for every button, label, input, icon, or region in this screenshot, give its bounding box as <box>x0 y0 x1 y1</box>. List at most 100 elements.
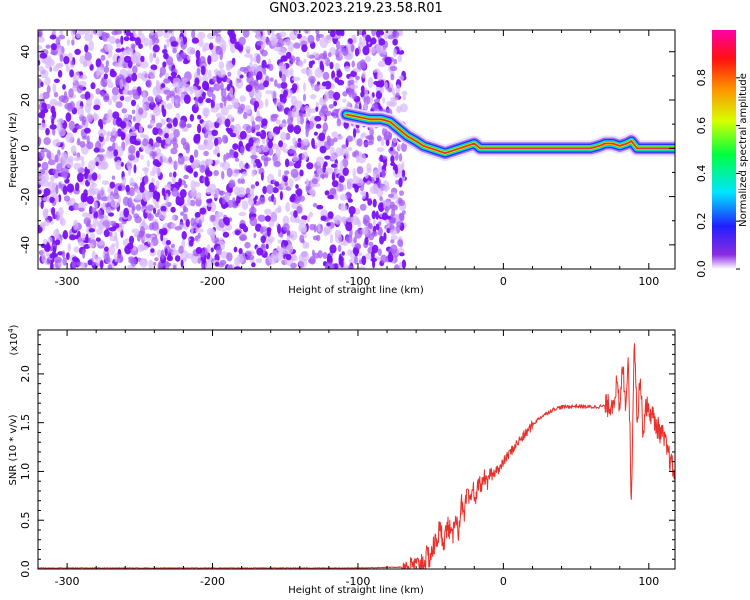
noise-blob <box>183 207 189 213</box>
noise-blob <box>91 250 96 261</box>
noise-blob <box>197 96 204 104</box>
noise-blob <box>97 129 107 137</box>
noise-blob <box>122 89 131 96</box>
noise-blob <box>113 149 119 157</box>
noise-blob <box>401 90 408 96</box>
noise-blob <box>282 89 288 98</box>
noise-blob <box>223 97 227 107</box>
noise-blob <box>153 261 157 266</box>
noise-blob <box>274 181 280 187</box>
noise-blob <box>278 169 282 178</box>
noise-blob <box>115 239 119 250</box>
noise-blob <box>196 192 202 201</box>
noise-blob <box>164 30 168 33</box>
noise-blob <box>315 106 319 112</box>
noise-blob <box>243 67 248 74</box>
noise-blob <box>282 223 290 232</box>
noise-blob <box>102 219 112 229</box>
noise-blob <box>313 131 318 136</box>
noise-blob <box>174 99 179 106</box>
noise-blob <box>391 142 396 148</box>
noise-blob <box>277 205 282 213</box>
noise-blob <box>214 122 220 129</box>
noise-blob <box>205 120 213 131</box>
noise-blob <box>130 99 137 107</box>
noise-blob <box>276 83 282 89</box>
noise-blob <box>76 32 81 39</box>
noise-blob <box>316 167 322 176</box>
noise-blob <box>65 158 74 169</box>
noise-blob <box>86 135 90 145</box>
noise-blob <box>117 185 123 191</box>
noise-blob <box>299 35 309 47</box>
noise-blob <box>193 149 199 158</box>
noise-blob <box>286 244 294 254</box>
noise-blob <box>68 120 75 131</box>
noise-blob <box>303 30 310 33</box>
noise-blob <box>258 197 266 205</box>
noise-blob <box>188 239 194 247</box>
noise-blob <box>392 48 397 58</box>
snr-xlabel: Height of straight line (km) <box>288 585 424 596</box>
noise-blob <box>116 43 121 48</box>
noise-blob <box>237 253 244 264</box>
noise-blob <box>256 71 263 80</box>
noise-blob <box>342 91 348 97</box>
noise-blob <box>128 256 135 261</box>
noise-blob <box>97 214 105 219</box>
noise-blob <box>380 137 385 147</box>
noise-blob <box>72 256 78 262</box>
noise-blob <box>172 77 181 85</box>
noise-blob <box>170 147 178 155</box>
noise-blob <box>389 229 398 236</box>
noise-blob <box>250 154 258 160</box>
noise-blob <box>185 165 193 173</box>
noise-blob <box>271 113 279 119</box>
noise-blob <box>398 199 406 207</box>
noise-blob <box>284 170 290 175</box>
noise-blob <box>74 48 81 56</box>
noise-blob <box>303 58 307 64</box>
noise-blob <box>160 205 167 213</box>
noise-blob <box>278 47 287 56</box>
noise-blob <box>327 194 335 200</box>
noise-blob <box>118 57 122 66</box>
noise-blob <box>262 67 267 75</box>
noise-blob <box>197 144 207 151</box>
noise-blob <box>197 114 202 120</box>
noise-blob <box>284 158 290 168</box>
noise-blob <box>149 119 155 127</box>
noise-blob <box>38 30 43 39</box>
noise-blob <box>165 239 171 246</box>
noise-blob <box>72 219 79 231</box>
noise-blob <box>225 152 229 160</box>
noise-blob <box>172 142 179 149</box>
noise-blob <box>135 37 141 46</box>
noise-blob <box>43 238 48 245</box>
noise-blob <box>88 228 96 233</box>
noise-blob <box>190 217 196 227</box>
noise-blob <box>205 260 213 269</box>
noise-blob <box>351 60 356 68</box>
noise-blob <box>45 128 50 136</box>
noise-blob <box>376 135 382 142</box>
noise-blob <box>350 215 360 226</box>
noise-blob <box>308 54 315 59</box>
noise-blob <box>161 187 166 197</box>
noise-blob <box>241 171 248 177</box>
noise-blob <box>301 44 308 53</box>
noise-blob <box>89 184 95 193</box>
noise-blob <box>307 214 311 223</box>
noise-blob <box>46 58 55 67</box>
noise-blob <box>316 156 325 166</box>
noise-blob <box>82 248 86 259</box>
noise-blob <box>194 89 201 98</box>
svg-text:(x104): (x104) <box>7 324 20 355</box>
noise-blob <box>355 75 361 80</box>
x-tick-label: 0 <box>500 575 507 588</box>
noise-blob <box>379 86 385 94</box>
noise-blob <box>324 190 330 196</box>
noise-blob <box>321 115 326 121</box>
noise-blob <box>305 178 309 187</box>
noise-blob <box>210 52 219 63</box>
